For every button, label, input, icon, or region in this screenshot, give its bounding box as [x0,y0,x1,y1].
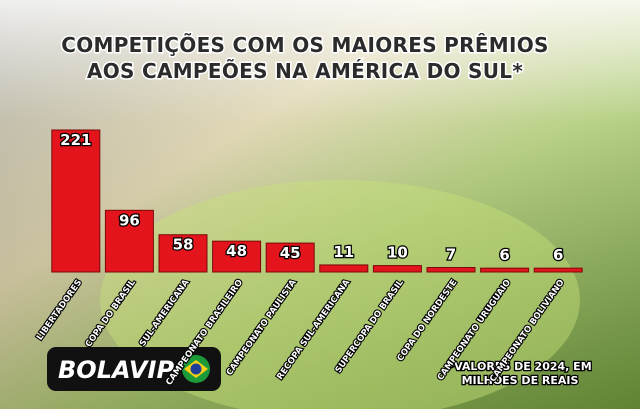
bar [426,267,476,273]
value-label: 7 [446,246,456,264]
bar [104,209,154,273]
value-label: 10 [387,244,408,262]
photo-shade [100,180,580,409]
bar [265,242,315,273]
note: MILHÕES DE REAIS [462,374,579,387]
note: *VALORES DE 2024, EM [448,360,591,373]
bar [480,267,530,273]
bar [319,264,369,273]
value-label: 96 [119,211,140,229]
brand-logo: BOLAVIP [47,347,221,391]
value-label: 48 [226,242,247,260]
value-label: 11 [333,243,354,261]
bar [372,265,422,273]
value-label: 6 [499,246,509,264]
logo-box [47,347,221,391]
value-label: 221 [60,131,91,149]
bar [533,267,583,273]
bar [212,240,262,273]
chart-title: AOS CAMPEÕES NA AMÉRICA DO SUL* [87,59,523,83]
brand: BOLAVIP [58,356,174,384]
value-label: 45 [280,244,301,262]
value-label: 58 [173,236,194,254]
flag-globe [190,363,202,375]
value-label: 6 [553,246,563,264]
chart-title: COMPETIÇÕES COM OS MAIORES PRÊMIOS [61,33,549,57]
bar [51,129,101,273]
bar [158,234,208,273]
